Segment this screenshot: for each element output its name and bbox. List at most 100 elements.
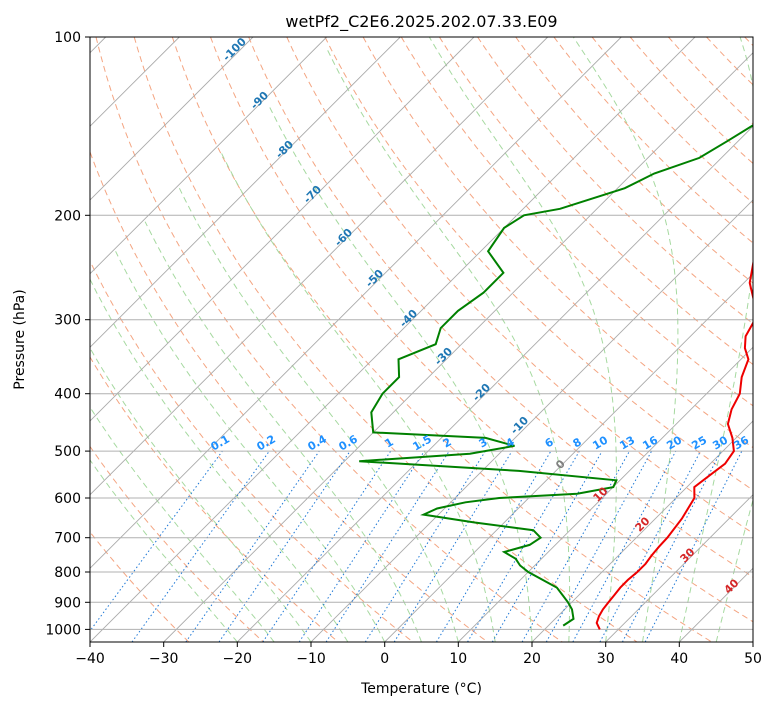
mixing-ratio-line — [131, 450, 270, 642]
dry-adiabat — [90, 445, 264, 642]
theta-label: -70 — [301, 183, 324, 206]
isotherm — [90, 37, 328, 275]
mixing-ratio-line — [90, 450, 223, 632]
theta-label: -30 — [432, 345, 455, 368]
dry-adiabat — [171, 37, 712, 642]
y-tick-label: 400 — [54, 387, 81, 403]
dry-adiabat — [133, 37, 638, 642]
dewpoint-trace — [359, 124, 753, 627]
dry-adiabat-label: 40 — [722, 576, 742, 596]
y-tick-label: 300 — [54, 313, 81, 329]
x-tick-label: 50 — [744, 651, 762, 667]
y-tick-label: 200 — [54, 208, 81, 224]
moist-adiabat — [326, 49, 571, 642]
x-tick-label: 20 — [523, 651, 541, 667]
theta-label: -20 — [470, 381, 493, 404]
dry-adiabat-label: 30 — [678, 545, 698, 565]
theta-label: -50 — [363, 267, 386, 290]
x-axis-label: Temperature (°C) — [360, 681, 482, 697]
y-tick-label: 600 — [54, 491, 81, 507]
mixing-ratio-label: 0.1 — [209, 432, 232, 453]
isotherm — [457, 346, 753, 642]
mixing-ratio-line — [218, 450, 351, 642]
mixing-ratio-label: 0.4 — [306, 432, 330, 453]
background-lines — [90, 37, 753, 642]
moist-adiabat — [90, 459, 238, 642]
chart-title: wetPf2_C2E6.2025.202.07.33.E09 — [285, 12, 557, 32]
dry-adiabat — [248, 37, 753, 578]
mixing-ratio-line — [262, 450, 392, 642]
isotherm — [752, 641, 753, 642]
moist-adiabat — [715, 497, 753, 642]
x-tick-label: 10 — [449, 651, 467, 667]
dry-adiabat — [90, 531, 190, 642]
theta-label: -40 — [397, 307, 420, 330]
mixing-ratio-label: 20 — [664, 433, 684, 452]
mixing-ratio-line — [364, 450, 486, 642]
isotherm — [531, 420, 753, 642]
moist-adiabat — [90, 406, 275, 642]
isotherm — [236, 125, 753, 642]
dry-adiabat — [438, 37, 753, 366]
mixing-ratio-line — [325, 450, 450, 642]
theta-label: -100 — [220, 35, 249, 64]
moist-adiabat-label: 0 — [553, 457, 568, 472]
mixing-ratio-line — [298, 450, 425, 642]
moist-adiabat — [572, 37, 679, 642]
mixing-ratio-line — [521, 450, 630, 642]
mixing-ratio-label: 2 — [441, 435, 454, 450]
x-axis-ticks: −40 −30 −20 −10 0 10 20 30 40 50 — [75, 642, 762, 667]
theta-label: -80 — [273, 138, 296, 161]
mixing-ratio-line — [393, 450, 513, 642]
isotherm — [310, 199, 753, 642]
x-tick-label: −10 — [296, 651, 326, 667]
dry-adiabat — [90, 356, 339, 642]
dry-adiabat — [477, 37, 753, 325]
y-tick-label: 100 — [54, 30, 81, 46]
mixing-ratio-label: 8 — [571, 435, 584, 450]
line-labels: -100-90-80-70-60-50-40-30-20-100.1 0.2 0.4… — [209, 35, 752, 597]
y-tick-label: 700 — [54, 531, 81, 547]
x-tick-label: −40 — [75, 651, 105, 667]
isotherm — [90, 37, 696, 642]
moist-adiabat — [90, 278, 349, 642]
x-tick-label: −30 — [149, 651, 179, 667]
y-tick-label: 900 — [54, 595, 81, 611]
mixing-ratio-line — [467, 450, 580, 642]
isotherm — [90, 37, 254, 201]
y-tick-label: 1000 — [45, 622, 81, 638]
dry-adiabat — [90, 150, 488, 642]
mixing-ratio-line — [572, 450, 677, 642]
moist-adiabat — [90, 347, 312, 642]
moist-adiabat — [144, 221, 422, 642]
mixing-ratio-line — [435, 450, 552, 642]
isotherm — [90, 37, 549, 496]
mixing-ratio-line — [185, 450, 320, 642]
dry-adiabat — [553, 37, 753, 244]
dry-adiabat — [90, 259, 414, 642]
x-tick-label: 0 — [380, 651, 389, 667]
isotherm — [90, 37, 622, 569]
moist-adiabat — [178, 187, 459, 642]
moist-adiabat — [267, 104, 533, 642]
isotherm — [384, 273, 753, 642]
plot-frame — [89, 36, 754, 643]
mixing-ratio-line — [545, 450, 653, 642]
profile-traces — [359, 124, 753, 630]
moist-adiabat — [115, 251, 386, 642]
theta-label: -90 — [248, 89, 271, 112]
mixing-ratio-label: 25 — [689, 434, 709, 453]
theta-label: -60 — [332, 226, 355, 249]
dry-adiabat — [210, 37, 753, 623]
x-tick-label: 40 — [670, 651, 688, 667]
isotherm — [90, 37, 401, 348]
mixing-ratio-label: 16 — [640, 433, 660, 452]
pressure-gridlines — [90, 37, 753, 630]
temperature-trace — [595, 260, 753, 630]
mixing-ratio-line — [491, 450, 603, 642]
isotherm — [90, 37, 475, 422]
mixing-ratio-label: 10 — [590, 433, 610, 452]
x-tick-label: 30 — [597, 651, 615, 667]
isotherm — [605, 494, 753, 642]
